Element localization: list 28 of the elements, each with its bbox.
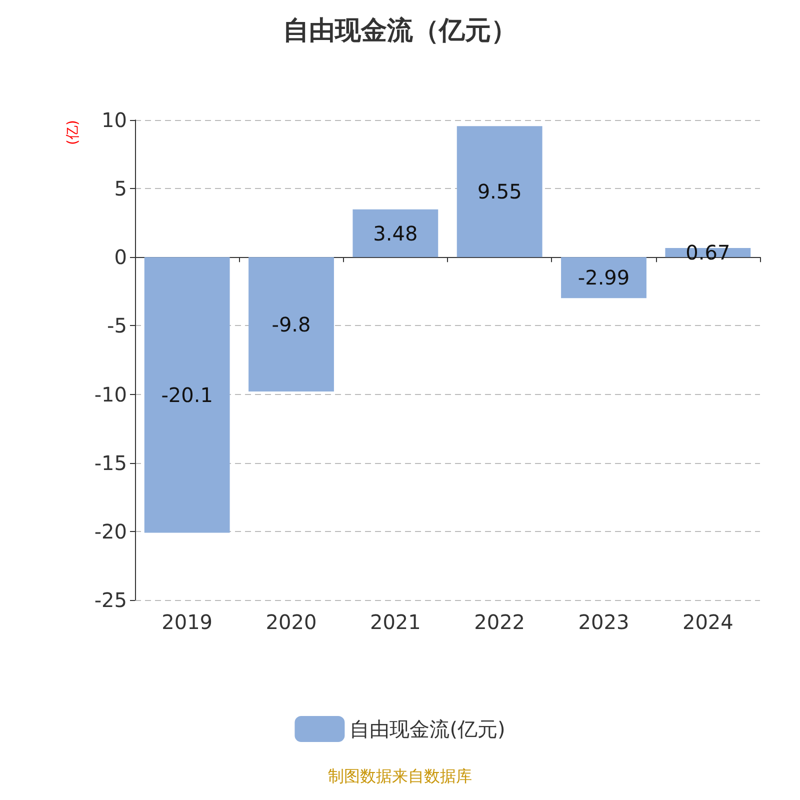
x-tick-label: 2019 — [162, 610, 213, 634]
bar — [144, 257, 230, 533]
y-tick-label: 0 — [114, 245, 127, 270]
y-tick-label: -5 — [107, 314, 127, 338]
x-tick-label: 2022 — [474, 610, 526, 634]
y-tick-label: 5 — [114, 176, 127, 201]
chart-title: 自由现金流（亿元） — [283, 16, 517, 46]
x-tick-label: 2023 — [578, 610, 630, 634]
legend-label: 自由现金流(亿元) — [350, 717, 506, 741]
y-tick-label: -15 — [94, 450, 127, 475]
data-label: 3.48 — [373, 221, 418, 246]
y-tick-label: -25 — [94, 588, 127, 612]
x-tick-label: 2021 — [370, 610, 421, 634]
data-label: -9.8 — [272, 312, 311, 336]
y-tick-label: 10 — [102, 108, 127, 132]
y-axis-title: (亿) — [65, 120, 81, 145]
bar — [352, 209, 438, 258]
text: 制图数据来自数据库 — [328, 766, 472, 786]
bar — [561, 257, 646, 298]
x-tick-label: 2024 — [682, 610, 734, 634]
y-tick-label: -10 — [94, 382, 127, 406]
y-tick-label: -20 — [94, 519, 127, 544]
data-label: -2.99 — [578, 266, 630, 290]
bar — [248, 257, 334, 392]
data-label: 9.55 — [477, 180, 522, 204]
data-label: -20.1 — [161, 382, 213, 407]
bar — [456, 126, 542, 258]
x-tick-label: 2020 — [266, 610, 317, 634]
